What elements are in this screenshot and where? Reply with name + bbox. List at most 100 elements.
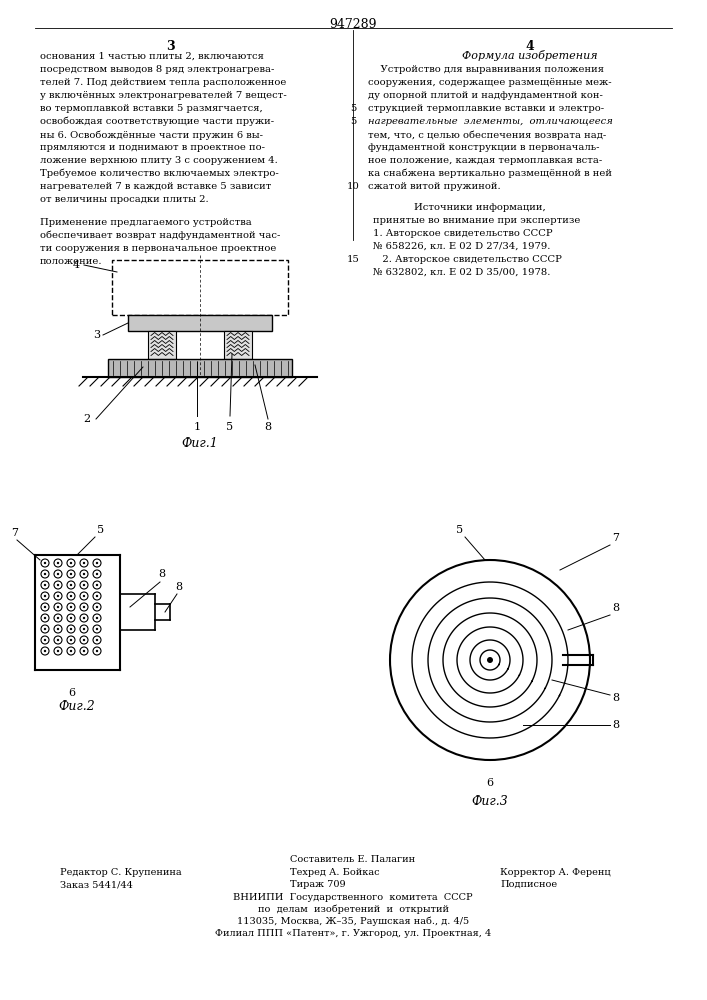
- Circle shape: [67, 581, 75, 589]
- Circle shape: [41, 636, 49, 644]
- Circle shape: [93, 647, 101, 655]
- Circle shape: [80, 570, 88, 578]
- Text: 6: 6: [69, 688, 76, 698]
- Circle shape: [80, 614, 88, 622]
- Text: сжатой витой пружиной.: сжатой витой пружиной.: [368, 182, 501, 191]
- Circle shape: [80, 581, 88, 589]
- Circle shape: [83, 617, 86, 619]
- Circle shape: [96, 617, 98, 619]
- Text: 2: 2: [83, 414, 90, 424]
- Bar: [112, 260, 288, 315]
- Circle shape: [67, 614, 75, 622]
- Circle shape: [57, 606, 59, 608]
- Text: ны 6. Освобождённые части пружин 6 вы-: ны 6. Освобождённые части пружин 6 вы-: [40, 130, 263, 139]
- Circle shape: [44, 628, 46, 630]
- Text: прямляются и поднимают в проектное по-: прямляются и поднимают в проектное по-: [40, 143, 265, 152]
- Text: 2. Авторское свидетельство СССР: 2. Авторское свидетельство СССР: [373, 255, 562, 264]
- Text: ВНИИПИ  Государственного  комитета  СССР: ВНИИПИ Государственного комитета СССР: [233, 893, 473, 902]
- Circle shape: [70, 562, 72, 564]
- Text: 4: 4: [73, 260, 80, 270]
- Text: Фиг.3: Фиг.3: [472, 795, 508, 808]
- Circle shape: [67, 636, 75, 644]
- Bar: [128, 315, 272, 331]
- Circle shape: [93, 603, 101, 611]
- Circle shape: [67, 603, 75, 611]
- Text: 8: 8: [612, 603, 619, 613]
- Circle shape: [54, 603, 62, 611]
- Circle shape: [41, 625, 49, 633]
- Text: № 658226, кл. Е 02 D 27/34, 1979.: № 658226, кл. Е 02 D 27/34, 1979.: [373, 242, 550, 251]
- Text: Составитель Е. Палагин: Составитель Е. Палагин: [291, 855, 416, 864]
- Circle shape: [93, 559, 101, 567]
- Circle shape: [54, 581, 62, 589]
- Circle shape: [44, 606, 46, 608]
- Circle shape: [54, 570, 62, 578]
- Circle shape: [44, 639, 46, 641]
- Circle shape: [83, 628, 86, 630]
- Text: Редактор С. Крупенина: Редактор С. Крупенина: [60, 868, 182, 877]
- Text: Корректор А. Ференц: Корректор А. Ференц: [500, 868, 611, 877]
- Text: Тираж 709: Тираж 709: [290, 880, 346, 889]
- Text: Фиг.2: Фиг.2: [59, 700, 95, 713]
- Circle shape: [80, 647, 88, 655]
- Text: 1: 1: [194, 422, 201, 432]
- Text: Фиг.1: Фиг.1: [182, 437, 218, 450]
- Circle shape: [96, 639, 98, 641]
- Circle shape: [67, 570, 75, 578]
- Circle shape: [41, 647, 49, 655]
- Text: 3: 3: [93, 330, 100, 340]
- Circle shape: [57, 573, 59, 575]
- Bar: [108, 359, 292, 377]
- Text: 113035, Москва, Ж–35, Раушская наб., д. 4/5: 113035, Москва, Ж–35, Раушская наб., д. …: [237, 917, 469, 926]
- Circle shape: [93, 636, 101, 644]
- Text: 8: 8: [612, 720, 619, 730]
- Circle shape: [83, 595, 86, 597]
- Circle shape: [67, 592, 75, 600]
- Text: телей 7. Под действием тепла расположенное: телей 7. Под действием тепла расположенн…: [40, 78, 286, 87]
- Circle shape: [54, 647, 62, 655]
- Text: 8: 8: [612, 693, 619, 703]
- Circle shape: [96, 606, 98, 608]
- Text: у включённых электронагревателей 7 вещест-: у включённых электронагревателей 7 вещес…: [40, 91, 287, 100]
- Circle shape: [83, 639, 86, 641]
- Text: освобождая соответствующие части пружи-: освобождая соответствующие части пружи-: [40, 117, 274, 126]
- Circle shape: [80, 559, 88, 567]
- Text: посредством выводов 8 ряд электронагрева-: посредством выводов 8 ряд электронагрева…: [40, 65, 274, 74]
- Text: 8: 8: [158, 569, 165, 579]
- Circle shape: [70, 617, 72, 619]
- Circle shape: [70, 639, 72, 641]
- Text: Техред А. Бойкас: Техред А. Бойкас: [290, 868, 380, 877]
- Text: струкцией термоплавкие вставки и электро-: струкцией термоплавкие вставки и электро…: [368, 104, 604, 113]
- Text: № 632802, кл. Е 02 D 35/00, 1978.: № 632802, кл. Е 02 D 35/00, 1978.: [373, 268, 550, 277]
- Text: по  делам  изобретений  и  открытий: по делам изобретений и открытий: [257, 905, 448, 914]
- Circle shape: [93, 570, 101, 578]
- Circle shape: [41, 614, 49, 622]
- Circle shape: [80, 636, 88, 644]
- Circle shape: [41, 570, 49, 578]
- Text: 7: 7: [612, 533, 619, 543]
- Circle shape: [54, 636, 62, 644]
- Text: 10: 10: [346, 182, 359, 191]
- Circle shape: [41, 603, 49, 611]
- Text: Формула изобретения: Формула изобретения: [462, 50, 598, 61]
- Text: 5: 5: [97, 525, 104, 535]
- Circle shape: [80, 625, 88, 633]
- Text: ложение верхнюю плиту 3 с сооружением 4.: ложение верхнюю плиту 3 с сооружением 4.: [40, 156, 278, 165]
- Circle shape: [96, 595, 98, 597]
- Text: 1. Авторское свидетельство СССР: 1. Авторское свидетельство СССР: [373, 229, 553, 238]
- Text: 947289: 947289: [329, 18, 377, 31]
- Circle shape: [80, 603, 88, 611]
- Circle shape: [93, 614, 101, 622]
- Circle shape: [93, 592, 101, 600]
- Circle shape: [83, 606, 86, 608]
- Bar: [224, 331, 252, 359]
- Circle shape: [44, 617, 46, 619]
- Circle shape: [44, 650, 46, 652]
- Circle shape: [54, 592, 62, 600]
- Text: положение.: положение.: [40, 257, 103, 266]
- Circle shape: [67, 647, 75, 655]
- Text: Применение предлагаемого устройства: Применение предлагаемого устройства: [40, 218, 252, 227]
- Circle shape: [41, 581, 49, 589]
- Circle shape: [96, 584, 98, 586]
- Circle shape: [70, 595, 72, 597]
